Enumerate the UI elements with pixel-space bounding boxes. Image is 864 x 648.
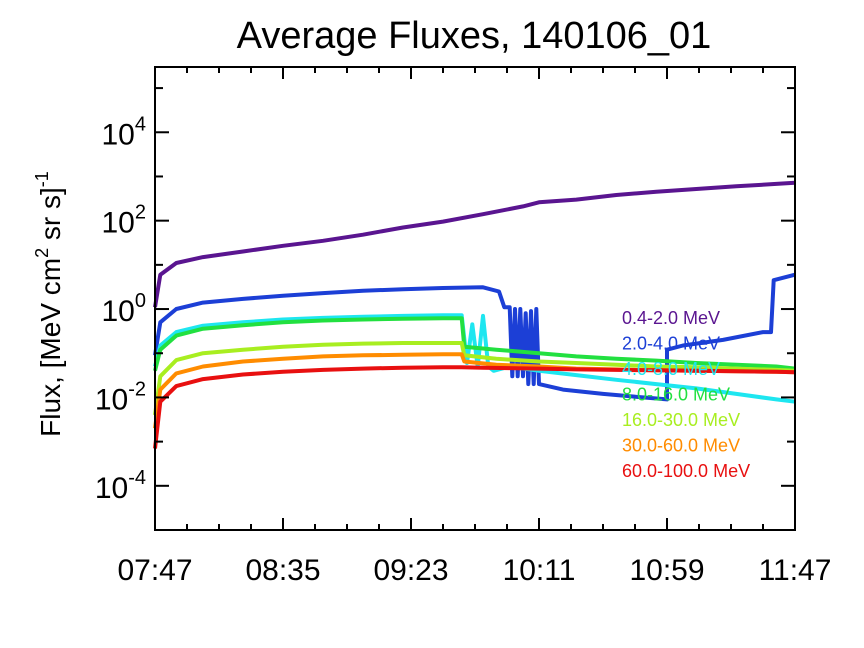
series-line-2 xyxy=(153,272,796,402)
x-tick-label: 07:47 xyxy=(117,554,192,587)
y-axis-label: Flux, [MeV cm2 sr s]-1 xyxy=(32,171,66,437)
axes-layer: 07:47 08:35 09:23 10:11 10:59 11:47 10-4 10-2 10… xyxy=(95,66,832,587)
x-tick-label: 10:59 xyxy=(629,554,704,587)
legend-entry-6: 30.0-60.0 MeV xyxy=(622,436,740,456)
x-tick-label: 11:47 xyxy=(759,554,832,587)
legend-entry-5: 16.0-30.0 MeV xyxy=(622,410,740,430)
y-tick-label: 104 xyxy=(102,113,147,151)
series-line-1 xyxy=(153,180,796,308)
y-tick-label: 10-4 xyxy=(95,467,146,505)
y-tick-label: 10-2 xyxy=(95,378,146,416)
legend-entry-1: 0.4-2.0 MeV xyxy=(622,308,720,328)
x-tick-label: 09:23 xyxy=(373,554,448,587)
y-label-main: Flux, [MeV cm xyxy=(35,258,66,437)
legend-entry-2: 2.0-4.0 MeV xyxy=(622,334,720,354)
legend-entry-7: 60.0-100.0 MeV xyxy=(622,461,750,481)
chart-title: Average Fluxes, 140106_01 xyxy=(237,15,712,57)
y-label-mid: sr s] xyxy=(35,187,66,248)
y-tick-label: 100 xyxy=(102,290,147,328)
series-layer xyxy=(153,180,796,449)
y-label-sup-1: 2 xyxy=(32,248,52,258)
series-line-3 xyxy=(153,313,796,404)
y-label-sup-2: -1 xyxy=(32,171,52,187)
x-tick-label: 08:35 xyxy=(245,554,320,587)
x-tick-label: 10:11 xyxy=(503,554,576,587)
legend: 0.4-2.0 MeV 2.0-4.0 MeV 4.0-8.0 MeV 8.0-16.… xyxy=(622,308,750,481)
legend-entry-3: 4.0-8.0 MeV xyxy=(622,359,720,379)
series-line-4 xyxy=(153,316,796,372)
series-line-5 xyxy=(153,341,796,416)
series-line-7 xyxy=(153,365,796,449)
legend-entry-4: 8.0-16.0 MeV xyxy=(622,385,730,405)
y-tick-label: 102 xyxy=(102,202,147,240)
